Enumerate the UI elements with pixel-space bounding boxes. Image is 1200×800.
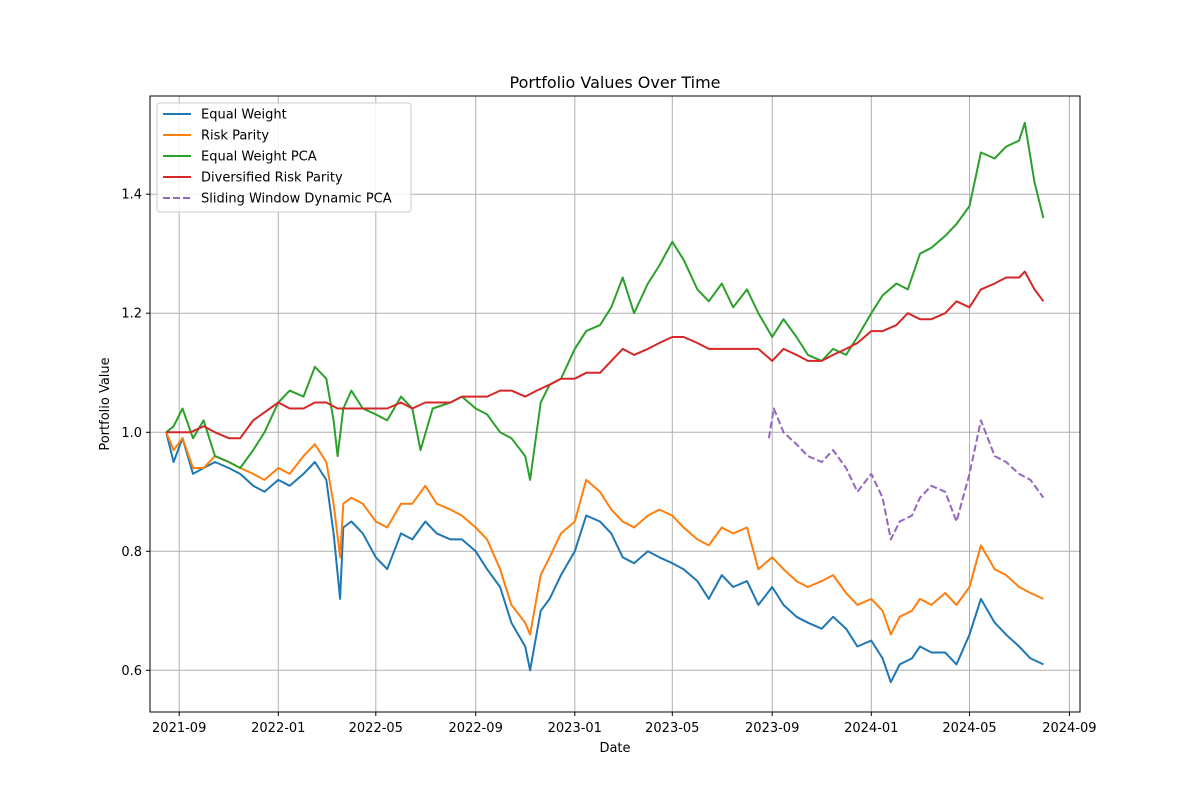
legend-label-risk-parity: Risk Parity [201, 129, 269, 144]
legend-box [156, 102, 412, 213]
series-line-sliding-window-dynamic-pca [767, 407, 1045, 541]
series-line-equal-weight [165, 432, 1044, 684]
y-tick-label: 1.2 [121, 307, 142, 322]
legend-label-sliding-window-dynamic-pca: Sliding Window Dynamic PCA [201, 192, 392, 207]
y-tick-label: 1.0 [121, 426, 142, 441]
x-tick-label: 2023-05 [645, 721, 699, 736]
legend-label-diversified-risk-parity: Diversified Risk Parity [201, 171, 343, 186]
axes-frame [149, 95, 1081, 713]
y-axis-label: Portfolio Value [98, 357, 113, 450]
y-tick-label: 0.8 [121, 545, 142, 560]
legend-label-equal-weight: Equal Weight [201, 108, 287, 123]
x-tick-label: 2022-09 [449, 721, 503, 736]
x-tick-label: 2023-01 [548, 721, 602, 736]
series-line-risk-parity [165, 431, 1044, 636]
x-tick-label: 2024-09 [1042, 721, 1096, 736]
chart-title: Portfolio Values Over Time [510, 73, 721, 92]
y-tick-label: 1.4 [121, 188, 142, 203]
x-tick-label: 2023-09 [745, 721, 799, 736]
x-tick-label: 2022-05 [349, 721, 403, 736]
series-line-equal-weight-pca [165, 121, 1045, 481]
series-layer [165, 121, 1045, 684]
series-line-diversified-risk-parity [166, 270, 1045, 440]
y-tick-label: 0.6 [121, 664, 142, 679]
tick-layer: 2021-09 2022-01 2022-05 2022-09 2023-01 2023-… [121, 188, 1096, 736]
legend-label-equal-weight-pca: Equal Weight PCA [201, 150, 317, 165]
x-tick-label: 2021-09 [152, 721, 206, 736]
x-tick-label: 2024-05 [942, 721, 996, 736]
legend: Equal Weight Risk Parity Equal Weight PCA D… [156, 102, 412, 213]
x-tick-label: 2022-01 [251, 721, 305, 736]
x-tick-label: 2024-01 [844, 721, 898, 736]
x-axis-label: Date [599, 741, 630, 756]
